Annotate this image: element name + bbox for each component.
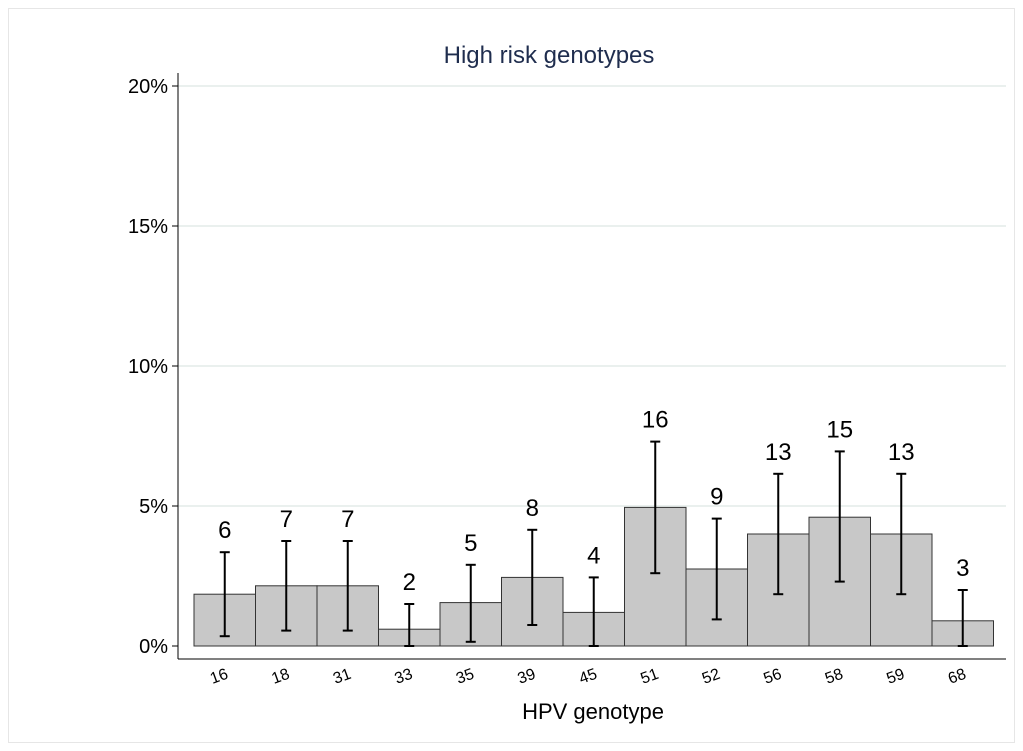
x-tick-label: 56 (761, 666, 784, 688)
x-axis: 16 18 31 33 35 39 45 51 52 56 58 59 68 (178, 658, 1006, 688)
x-tick-label: 45 (577, 666, 600, 688)
bar-chart: 0%5%10%15%20% 16 18 31 33 35 39 45 51 52 56 58 59 68… (128, 42, 1006, 724)
count-labels: 6 7 7 2 5 8 4 16 9 13 15 13 3 (218, 407, 969, 596)
x-axis-label: HPV genotype (522, 699, 664, 724)
count-label: 5 (464, 530, 477, 557)
x-tick-label: 35 (454, 666, 477, 688)
count-label: 7 (341, 506, 354, 533)
count-label: 13 (888, 439, 915, 466)
grid-lines (178, 85, 1006, 507)
x-tick-label: 39 (515, 666, 538, 688)
count-label: 16 (642, 407, 669, 434)
x-tick-label: 16 (208, 666, 231, 688)
chart-frame: 0% 5% 10% 15% 20% 16 18 31 33 35 39 45 51 52 56 58 59 68… (8, 8, 1015, 743)
chart-title: High risk genotypes (444, 42, 655, 69)
count-label: 4 (587, 542, 600, 569)
x-tick-label: 18 (269, 666, 292, 688)
count-label: 2 (403, 569, 416, 596)
x-tick-label: 51 (638, 666, 661, 688)
x-tick-label: 33 (392, 666, 415, 688)
count-label: 3 (956, 555, 969, 582)
y-tick-label: 5% (139, 496, 168, 518)
error-bars (219, 440, 968, 647)
count-label: 9 (710, 484, 723, 511)
count-label: 15 (826, 416, 853, 443)
x-tick-label: 59 (884, 666, 907, 688)
y-axis: 0% 5% 10% 15% 20% (128, 73, 179, 659)
y-tick-label: 20% (128, 76, 168, 98)
x-tick-label: 52 (700, 666, 723, 688)
x-tick-label: 31 (331, 666, 354, 688)
count-label: 7 (280, 506, 293, 533)
count-label: 6 (218, 517, 231, 544)
y-tick-label: 15% (128, 216, 168, 238)
count-label: 13 (765, 439, 792, 466)
y-tick-label: 10% (128, 356, 168, 378)
x-tick-label: 68 (946, 666, 969, 688)
y-tick-label: 0% (139, 636, 168, 658)
count-label: 8 (526, 495, 539, 522)
x-tick-label: 58 (823, 666, 846, 688)
